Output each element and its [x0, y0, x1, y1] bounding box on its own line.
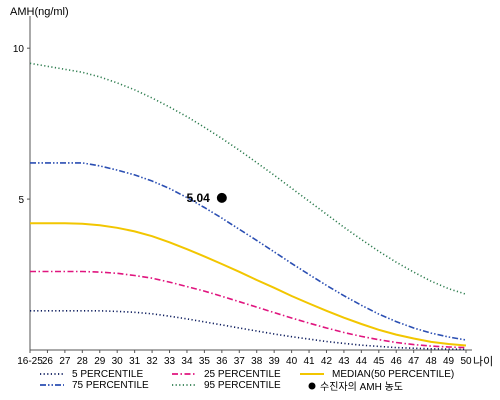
x-tick-label: 48 — [426, 356, 438, 367]
x-tick-label: 30 — [112, 356, 124, 367]
legend-label-4: 95 PERCENTILE — [204, 380, 281, 391]
x-tick-label: 28 — [77, 356, 89, 367]
x-tick-label: 41 — [303, 356, 315, 367]
x-tick-label: 49 — [443, 356, 455, 367]
x-tick-label: 35 — [199, 356, 211, 367]
y-axis-title: AMH(ng/ml) — [10, 6, 69, 18]
x-tick-label: 29 — [94, 356, 106, 367]
x-tick-label: 38 — [251, 356, 263, 367]
x-tick-label: 26 — [42, 356, 54, 367]
series-line-3 — [30, 162, 467, 341]
series-line-1 — [30, 270, 467, 349]
series-line-4 — [29, 62, 467, 295]
x-tick-label: 46 — [391, 356, 403, 367]
patient-point-group: 5.04 — [186, 191, 227, 205]
x-tick-label: 27 — [59, 356, 71, 367]
x-tick-label: 44 — [356, 356, 368, 367]
x-tick-label: 31 — [129, 356, 141, 367]
patient-amh-point — [216, 192, 227, 203]
tick-labels: 16-25 26 27 28 29 30 31 32 33 34 35 36 37 38 39 40 41 42 4… — [13, 44, 472, 367]
x-tick-label: 16-25 — [17, 356, 43, 367]
x-tick-label: 39 — [269, 356, 281, 367]
patient-amh-value-label: 5.04 — [186, 191, 210, 205]
axes — [29, 16, 472, 351]
x-tick-label: 34 — [181, 356, 193, 367]
series-line-0 — [30, 309, 467, 351]
legend-label-1: 25 PERCENTILE — [204, 369, 281, 380]
x-tick-label: 50 — [460, 356, 472, 367]
y-tick-label: 5 — [18, 195, 24, 206]
x-tick-label: 42 — [321, 356, 333, 367]
x-axis-title: 나이 — [473, 355, 493, 368]
series-lines — [29, 62, 467, 351]
x-tick-label: 47 — [408, 356, 420, 367]
x-tick-label: 33 — [164, 356, 176, 367]
legend-label-point: 수진자의 AMH 농도 — [320, 381, 403, 393]
x-tick-label: 37 — [234, 356, 246, 367]
legend-label-0: 5 PERCENTILE — [72, 369, 143, 380]
legend-label-2: MEDIAN(50 PERCENTILE) — [332, 369, 454, 380]
x-tick-label: 40 — [286, 356, 298, 367]
y-tick-label: 10 — [13, 44, 25, 55]
legend-label-3: 75 PERCENTILE — [72, 380, 149, 391]
legend-swatch-point — [308, 382, 316, 390]
x-tick-label: 43 — [338, 356, 350, 367]
series-line-2 — [30, 222, 467, 347]
x-tick-label: 45 — [373, 356, 385, 367]
x-tick-label: 36 — [216, 356, 228, 367]
x-tick-label: 32 — [147, 356, 159, 367]
